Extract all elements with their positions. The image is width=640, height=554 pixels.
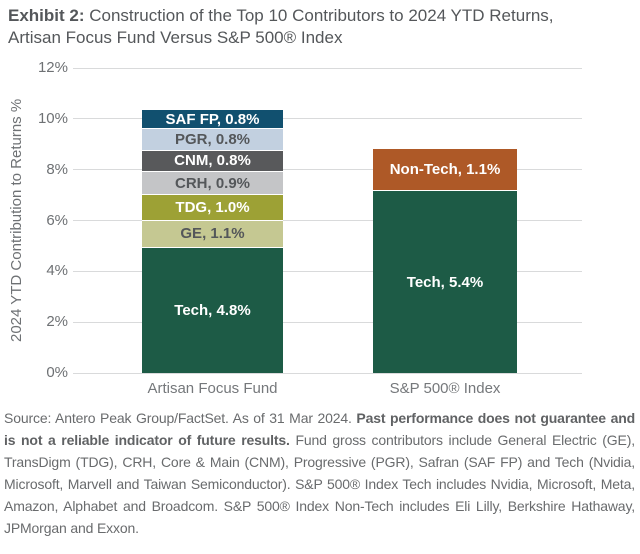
gridline-12%	[73, 68, 582, 69]
exhibit-number: Exhibit 2:	[8, 6, 90, 25]
y-axis-title: 2024 YTD Contribution to Returns %	[8, 98, 25, 343]
stacked-bar-artisan-focus-fund: Tech, 4.8% GE, 1.1% TDG, 1.0% CRH, 0.9% CNM,…	[142, 109, 283, 373]
bar-segment-label: GE, 1.1%	[180, 225, 245, 243]
bar-segment-pgr: PGR, 0.8%	[142, 129, 283, 151]
bar-segment-label: Tech, 4.8%	[174, 302, 251, 320]
bar-segment-label: PGR, 0.8%	[174, 130, 251, 148]
footnote-disclaimer-bold: Past performance does not guarantee and …	[4, 410, 636, 448]
gridline-2%	[73, 322, 582, 323]
x-category-label-artisan-focus-fund: Artisan Focus Fund	[147, 380, 278, 397]
bar-segment-label: Tech, 5.4%	[406, 273, 484, 291]
exhibit-title-text: Construction of the Top 10 Contributors …	[8, 6, 554, 47]
bar-segment-ge: GE, 1.1%	[142, 220, 283, 249]
bar-segment-label: SAF FP, 0.8%	[165, 110, 260, 128]
gridline-0%	[73, 373, 582, 374]
y-tick-label: 4%	[46, 262, 68, 279]
gridline-10%	[73, 118, 582, 119]
bar-segment-label: CRH, 0.9%	[174, 174, 251, 192]
stacked-bar-chart-plot-area: 0% 2% 4% 6% 8% 10% 12% Tech, 4.8% GE, 1.1% TDG, 1…	[38, 59, 582, 397]
y-tick-label: 0%	[46, 364, 68, 381]
stacked-bar-s-p-500-index: Tech, 5.4% Non-Tech, 1.1%	[373, 149, 517, 373]
y-tick-label: 12%	[37, 59, 68, 76]
gridline-4%	[73, 271, 582, 272]
bar-segment-saf-fp: SAF FP, 0.8%	[142, 109, 283, 130]
bar-segment-tech: Tech, 4.8%	[142, 248, 283, 373]
gridline-8%	[73, 169, 582, 170]
source-footnote: Source: Antero Peak Group/FactSet. As of…	[4, 407, 635, 539]
y-tick-label: 2%	[46, 313, 68, 330]
bar-segment-non-tech: Non-Tech, 1.1%	[373, 149, 517, 192]
exhibit-title: Exhibit 2: Construction of the Top 10 Co…	[8, 5, 608, 49]
bar-segment-tdg: TDG, 1.0%	[142, 195, 283, 221]
footnote-text: Fund gross contributors include General …	[4, 432, 635, 536]
y-tick-label: 10%	[37, 110, 68, 127]
bar-segment-label: TDG, 1.0%	[175, 198, 250, 216]
bar-segment-label: CNM, 0.8%	[174, 152, 251, 170]
footnote-text: Source: Antero Peak Group/FactSet. As of…	[4, 410, 357, 426]
y-tick-label: 8%	[46, 161, 68, 178]
x-category-label-s-p-500-index: S&P 500® Index	[389, 380, 501, 397]
gridline-6%	[73, 220, 582, 221]
y-tick-label: 6%	[46, 212, 68, 229]
bar-segment-cnm: CNM, 0.8%	[142, 150, 283, 173]
bar-segment-tech: Tech, 5.4%	[373, 191, 517, 373]
bar-segment-label: Non-Tech, 1.1%	[389, 161, 501, 179]
bar-segment-crh: CRH, 0.9%	[142, 172, 283, 196]
